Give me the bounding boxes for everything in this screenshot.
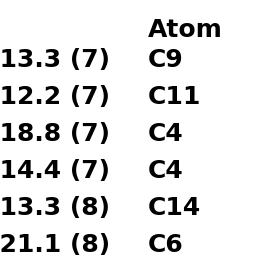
Text: C6: C6 xyxy=(148,233,184,257)
Text: 113.3 (8): 113.3 (8) xyxy=(0,196,110,220)
Text: C14: C14 xyxy=(148,196,201,220)
Text: 113.3 (7): 113.3 (7) xyxy=(0,48,110,72)
Text: C4: C4 xyxy=(148,159,184,183)
Text: C9: C9 xyxy=(148,48,184,72)
Text: 118.8 (7): 118.8 (7) xyxy=(0,122,110,146)
Text: Atom: Atom xyxy=(148,18,223,42)
Text: C4: C4 xyxy=(148,122,184,146)
Text: 121.1 (8): 121.1 (8) xyxy=(0,233,110,257)
Text: C11: C11 xyxy=(148,85,201,109)
Text: 112.2 (7): 112.2 (7) xyxy=(0,85,110,109)
Text: 114.4 (7): 114.4 (7) xyxy=(0,159,110,183)
